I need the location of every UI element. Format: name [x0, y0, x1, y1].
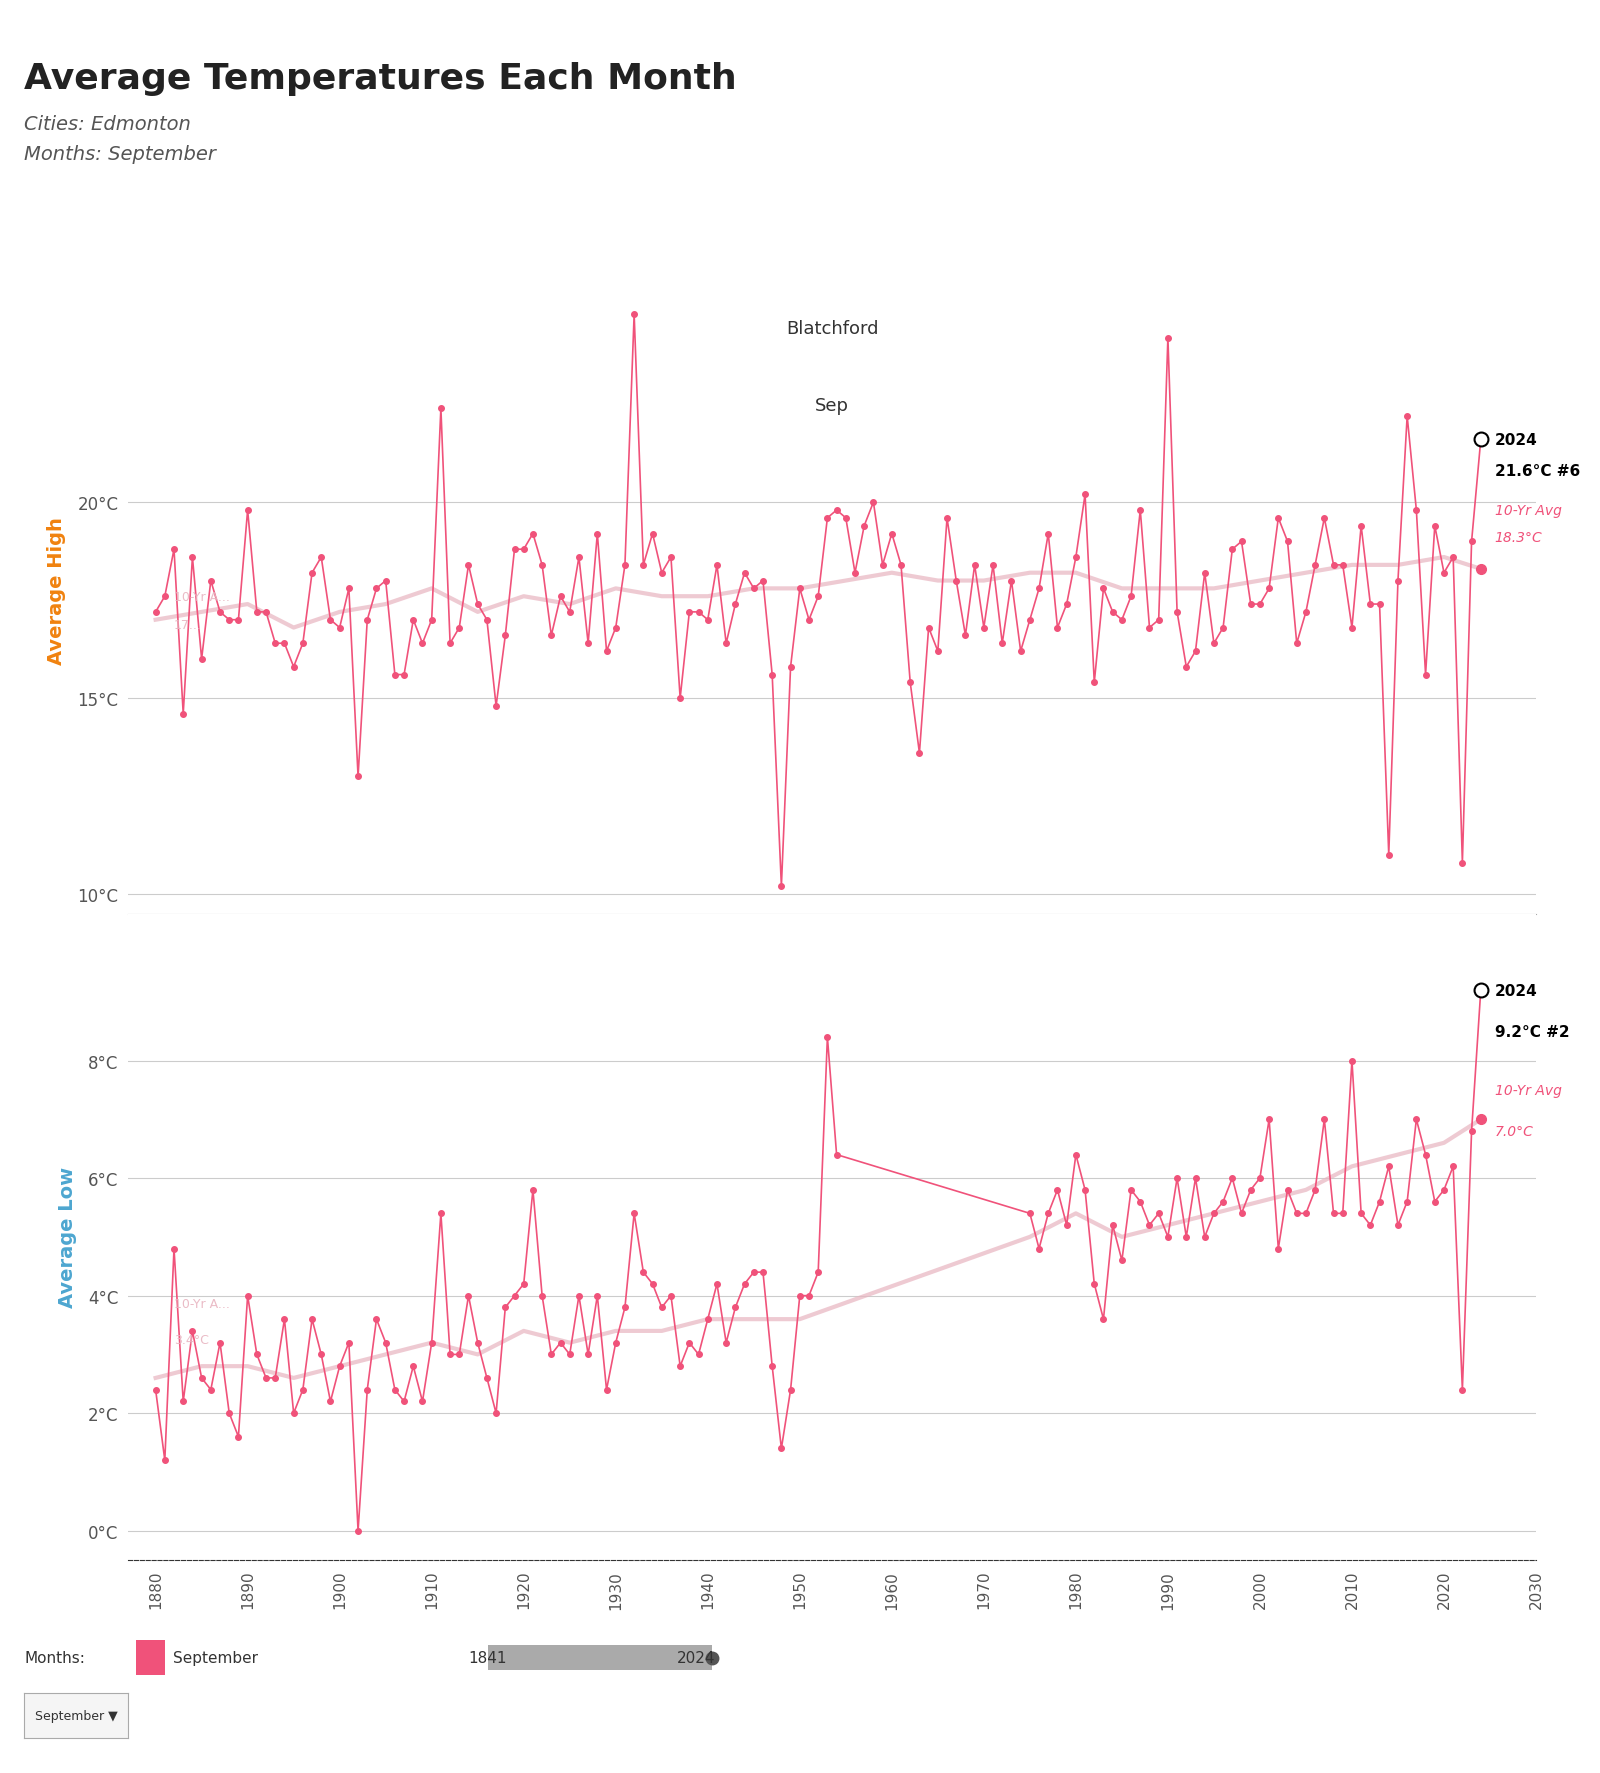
Text: 2024: 2024: [1494, 433, 1538, 449]
Text: 7.0°C: 7.0°C: [1494, 1124, 1533, 1138]
Text: 3.4°C: 3.4°C: [174, 1333, 210, 1346]
Text: 21.6°C #6: 21.6°C #6: [1494, 465, 1579, 479]
Text: 18.3°C: 18.3°C: [1494, 532, 1542, 544]
Text: Sep: Sep: [814, 397, 850, 415]
Text: September ▼: September ▼: [35, 1709, 117, 1722]
Text: 17...: 17...: [174, 619, 202, 631]
Text: Average Temperatures Each Month: Average Temperatures Each Month: [24, 62, 736, 96]
Text: Blatchford: Blatchford: [786, 319, 878, 337]
Text: Months: September: Months: September: [24, 145, 216, 165]
Text: 2024: 2024: [1494, 982, 1538, 998]
Text: Cities: Edmonton: Cities: Edmonton: [24, 115, 190, 135]
Text: 10-Yr A...: 10-Yr A...: [174, 590, 230, 605]
Text: 9.2°C #2: 9.2°C #2: [1494, 1025, 1570, 1039]
Text: 10-Yr Avg: 10-Yr Avg: [1494, 504, 1562, 518]
Text: September: September: [173, 1651, 258, 1665]
Text: 2024: 2024: [677, 1651, 715, 1665]
Text: 10-Yr Avg: 10-Yr Avg: [1494, 1083, 1562, 1097]
Y-axis label: Average High: Average High: [46, 518, 66, 665]
Text: 10-Yr A...: 10-Yr A...: [174, 1298, 230, 1310]
Y-axis label: Average Low: Average Low: [58, 1167, 77, 1308]
Text: Months:: Months:: [24, 1651, 85, 1665]
Text: 1841: 1841: [469, 1651, 507, 1665]
